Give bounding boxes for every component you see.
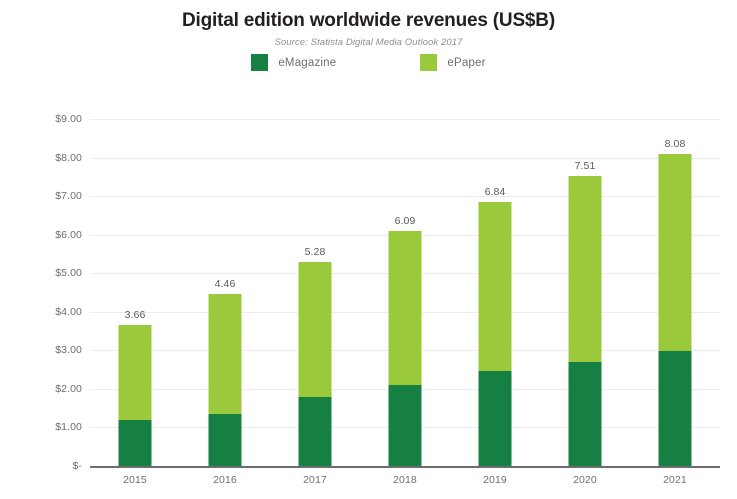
bar-segment-emagazine[interactable] — [388, 385, 422, 466]
bar-group-2019[interactable]: 6.84 — [478, 186, 512, 466]
bar-segment-emagazine[interactable] — [658, 351, 692, 466]
bar-segment-emagazine[interactable] — [478, 371, 512, 466]
y-tick-label: $5.00 — [55, 267, 82, 280]
bar-segment-epaper[interactable] — [118, 324, 152, 420]
bar-group-2021[interactable]: 8.08 — [658, 138, 692, 466]
legend-label: eMagazine — [278, 56, 337, 69]
legend-item-emagazine[interactable]: eMagazine — [251, 54, 336, 71]
y-axis: $- $1.00 $2.00 $3.00 $4.00 $5.00 $6.00 $7.00 $8.… — [0, 0, 82, 499]
gridline — [90, 119, 720, 120]
y-tick-label: $6.00 — [55, 228, 82, 241]
y-tick-label: $7.00 — [55, 190, 82, 203]
chart-header: Digital edition worldwide revenues (US$B… — [0, 0, 737, 48]
bar-total-label: 6.09 — [394, 215, 416, 228]
bar-group-2016[interactable]: 4.46 — [208, 278, 242, 466]
y-tick-label: $3.00 — [55, 344, 82, 357]
bar-segment-emagazine[interactable] — [208, 413, 242, 466]
bar-segment-epaper[interactable] — [478, 202, 512, 372]
gridline — [90, 196, 720, 198]
chart-legend: eMagazine ePaper — [0, 54, 737, 71]
x-tick-label-2015: 2015 — [123, 474, 147, 486]
x-tick-label-2019: 2019 — [483, 474, 507, 486]
x-axis-line — [90, 466, 720, 468]
bar-group-2015[interactable]: 3.66 — [118, 309, 152, 466]
y-tick-label: $4.00 — [55, 305, 82, 318]
bar-segment-epaper[interactable] — [568, 176, 602, 363]
x-tick-label-2021: 2021 — [663, 474, 687, 486]
bar-group-2018[interactable]: 6.09 — [388, 215, 422, 466]
legend-swatch-icon — [420, 54, 438, 71]
bar-group-2020[interactable]: 7.51 — [568, 160, 602, 466]
x-tick-label-2017: 2017 — [303, 474, 327, 486]
bar-segment-epaper[interactable] — [658, 154, 692, 352]
legend-label: ePaper — [447, 56, 486, 69]
y-tick-label: $9.00 — [55, 113, 82, 125]
bar-total-label: 6.84 — [484, 186, 506, 199]
bar-segment-epaper[interactable] — [208, 294, 242, 414]
x-axis: 2015 2016 2017 2018 2019 2020 2021 — [90, 474, 720, 494]
x-tick-label-2020: 2020 — [573, 474, 597, 486]
y-tick-label: $8.00 — [55, 151, 82, 164]
page-title: Digital edition worldwide revenues (US$B… — [182, 10, 555, 31]
bar-segment-epaper[interactable] — [298, 262, 332, 397]
bar-segment-emagazine[interactable] — [568, 362, 602, 466]
x-tick-label-2018: 2018 — [393, 474, 417, 486]
plot-area: 3.66 4.46 5.28 6.09 6.84 7.51 8.08 — [90, 119, 720, 466]
bar-group-2017[interactable]: 5.28 — [298, 246, 332, 466]
y-tick-label: $- — [72, 460, 82, 472]
bar-total-label: 4.46 — [214, 278, 236, 291]
legend-swatch-icon — [251, 54, 269, 71]
gridline — [90, 157, 720, 159]
bar-total-label: 7.51 — [574, 160, 596, 173]
legend-item-epaper[interactable]: ePaper — [420, 54, 485, 71]
bar-segment-emagazine[interactable] — [118, 419, 152, 466]
x-tick-label-2016: 2016 — [213, 474, 237, 486]
y-tick-label: $2.00 — [55, 382, 82, 395]
y-tick-label: $1.00 — [55, 421, 82, 434]
bar-segment-epaper[interactable] — [388, 231, 422, 386]
chart-source-subtitle: Source: Statista Digital Media Outlook 2… — [274, 37, 463, 48]
bar-segment-emagazine[interactable] — [298, 397, 332, 466]
bar-total-label: 8.08 — [664, 138, 686, 151]
bar-total-label: 3.66 — [124, 308, 146, 321]
bar-total-label: 5.28 — [304, 246, 326, 259]
